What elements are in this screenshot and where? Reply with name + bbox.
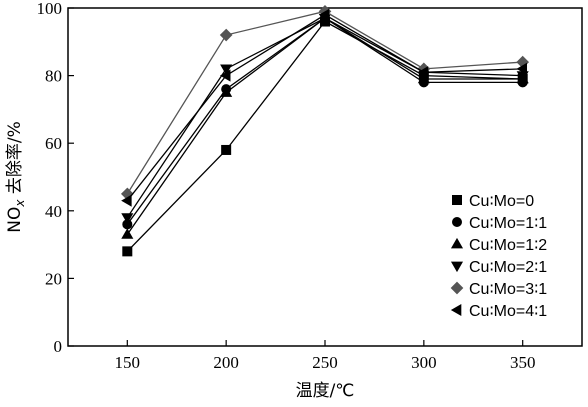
y-axis-title-prefix: NO — [5, 207, 25, 233]
x-tick-label: 300 — [411, 353, 437, 372]
data-point — [516, 62, 528, 75]
y-tick-label: 20 — [45, 269, 62, 288]
y-axis-title-subscript: x — [13, 199, 27, 208]
legend-marker — [452, 217, 462, 227]
x-tick-label: 200 — [213, 353, 239, 372]
legend-label: Cu∶Mo=0 — [469, 193, 534, 210]
series-1 — [122, 16, 528, 257]
x-tick-label: 350 — [510, 353, 536, 372]
series-line — [126, 17, 523, 218]
data-point — [220, 86, 233, 97]
legend-label: Cu∶Mo=1∶2 — [469, 237, 547, 254]
series-3 — [121, 11, 529, 239]
series-line — [126, 14, 523, 202]
data-point — [219, 69, 231, 82]
y-axis-title-suffix: 去除率/% — [5, 121, 25, 199]
y-tick-label: 100 — [37, 0, 63, 18]
legend-label: Cu∶Mo=2∶1 — [469, 259, 547, 276]
legend-label: Cu∶Mo=3∶1 — [469, 281, 547, 298]
x-axis-title: 温度/℃ — [296, 381, 355, 401]
series-6 — [121, 8, 528, 207]
y-tick-label: 60 — [45, 134, 62, 153]
legend-label: Cu∶Mo=1∶1 — [469, 215, 547, 232]
series-line — [126, 17, 523, 225]
series-5 — [120, 5, 530, 201]
series-2 — [122, 13, 528, 230]
data-point — [219, 28, 233, 42]
legend-marker — [450, 237, 464, 249]
data-point — [221, 144, 232, 155]
y-axis-title: NOx 去除率/% — [5, 121, 27, 233]
y-axis: 0 20 40 60 80 100 — [37, 0, 74, 356]
series-4 — [121, 13, 529, 224]
data-point — [121, 213, 134, 224]
legend-marker — [452, 195, 462, 205]
data-point — [121, 194, 132, 207]
series-line — [126, 10, 523, 195]
series-group — [120, 5, 530, 257]
legend-label: Cu∶Mo=4∶1 — [469, 303, 547, 320]
legend-marker — [450, 261, 464, 273]
data-point — [121, 228, 134, 239]
y-tick-label: 40 — [45, 202, 62, 221]
x-tick-label: 250 — [312, 353, 338, 372]
data-point — [220, 64, 233, 76]
legend-marker — [450, 281, 464, 295]
x-tick-label: 150 — [115, 353, 141, 372]
data-point — [122, 246, 133, 257]
legend-marker — [450, 303, 462, 317]
data-point — [318, 8, 330, 21]
data-point — [417, 66, 429, 79]
series-line — [126, 20, 523, 252]
x-axis: 150 200 250 300 350 — [115, 340, 536, 372]
legend: Cu∶Mo=0 Cu∶Mo=1∶1 Cu∶Mo=1∶2 Cu∶Mo=2∶1 Cu∶Mo=… — [450, 193, 547, 320]
y-tick-label: 80 — [45, 67, 62, 86]
y-tick-label: 0 — [54, 337, 63, 356]
